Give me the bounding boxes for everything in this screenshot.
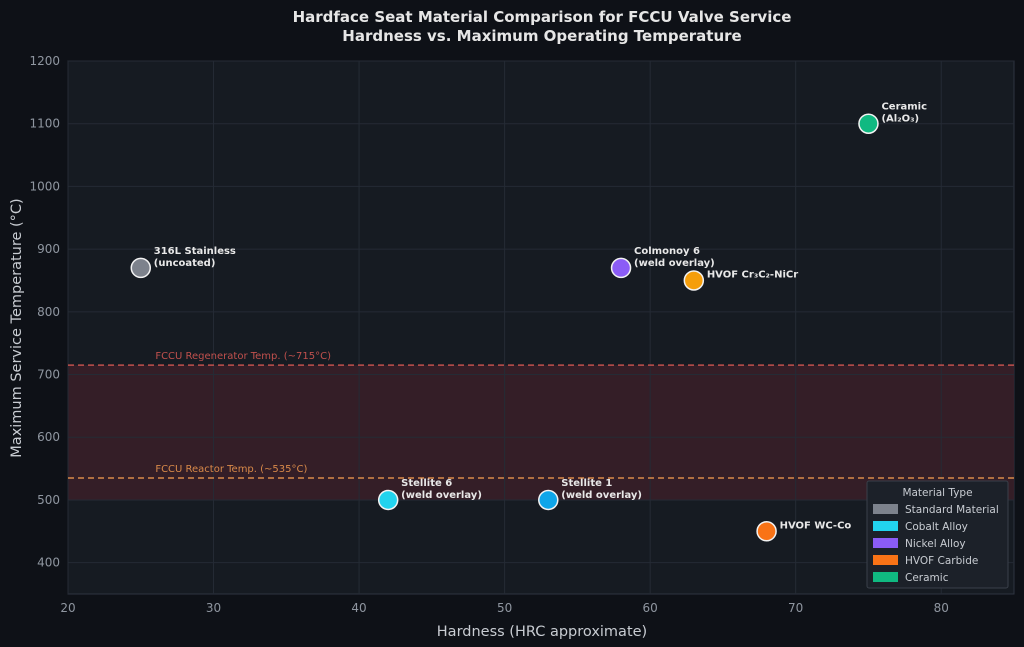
data-point-label: Stellite 1 bbox=[561, 478, 612, 489]
y-tick-label: 400 bbox=[37, 556, 60, 570]
data-point-label: (Al₂O₃) bbox=[881, 114, 919, 125]
y-tick-label: 1100 bbox=[29, 117, 60, 131]
data-point bbox=[538, 489, 559, 511]
legend-swatch bbox=[873, 555, 898, 565]
y-tick-label: 700 bbox=[37, 368, 60, 382]
data-point-label: (weld overlay) bbox=[401, 490, 482, 501]
legend-box bbox=[866, 480, 1009, 589]
y-tick-label: 1200 bbox=[29, 54, 60, 68]
data-point-label: 316L Stainless bbox=[154, 246, 236, 257]
reference-line-label: FCCU Regenerator Temp. (~715°C) bbox=[155, 351, 331, 362]
legend-swatch bbox=[873, 521, 898, 531]
data-point bbox=[610, 257, 632, 279]
legend-item-label: Ceramic bbox=[905, 572, 949, 584]
x-tick-label: 40 bbox=[351, 601, 366, 615]
legend-swatch bbox=[873, 504, 898, 514]
data-point-label: HVOF Cr₃C₂-NiCr bbox=[707, 269, 798, 280]
y-tick-label: 900 bbox=[37, 242, 60, 256]
x-tick-label: 50 bbox=[497, 601, 512, 615]
y-tick-label: 1000 bbox=[29, 179, 60, 193]
legend-swatch bbox=[873, 572, 898, 582]
data-point-label: (uncoated) bbox=[154, 258, 216, 269]
operating-range-band bbox=[68, 365, 1014, 500]
legend: Material Type Standard Material Cobalt All… bbox=[866, 480, 1009, 589]
data-point-label: (weld overlay) bbox=[634, 258, 715, 269]
data-point-label: Ceramic bbox=[881, 102, 927, 113]
y-tick-label: 800 bbox=[37, 305, 60, 319]
legend-title: Material Type bbox=[902, 487, 972, 499]
x-tick-label: 70 bbox=[788, 601, 803, 615]
y-axis-label: Maximum Service Temperature (°C) bbox=[9, 198, 25, 457]
legend-item-label: HVOF Carbide bbox=[905, 555, 978, 567]
reference-line-label: FCCU Reactor Temp. (~535°C) bbox=[155, 464, 307, 475]
legend-item-label: Standard Material bbox=[905, 504, 999, 516]
x-tick-label: 60 bbox=[643, 601, 658, 615]
data-point-label: Stellite 6 bbox=[401, 478, 452, 489]
legend-swatch bbox=[873, 538, 898, 548]
chart-title: Hardface Seat Material Comparison for FC… bbox=[293, 8, 792, 26]
legend-item-label: Nickel Alloy bbox=[905, 538, 966, 550]
data-point bbox=[858, 113, 879, 134]
x-tick-label: 30 bbox=[206, 601, 221, 615]
data-point bbox=[377, 489, 399, 511]
data-point bbox=[756, 521, 777, 542]
chart-subtitle: Hardness vs. Maximum Operating Temperatu… bbox=[342, 27, 741, 45]
data-point-label: (weld overlay) bbox=[561, 490, 642, 501]
x-tick-label: 20 bbox=[60, 601, 75, 615]
data-point-label: HVOF WC-Co bbox=[780, 520, 852, 531]
y-tick-label: 600 bbox=[37, 430, 60, 444]
data-point bbox=[683, 270, 705, 291]
x-axis-label: Hardness (HRC approximate) bbox=[437, 624, 647, 640]
data-point-label: Colmonoy 6 bbox=[634, 246, 700, 257]
data-point bbox=[130, 257, 152, 279]
legend-item-label: Cobalt Alloy bbox=[905, 521, 968, 533]
x-tick-label: 80 bbox=[934, 601, 949, 615]
y-tick-label: 500 bbox=[37, 493, 60, 507]
